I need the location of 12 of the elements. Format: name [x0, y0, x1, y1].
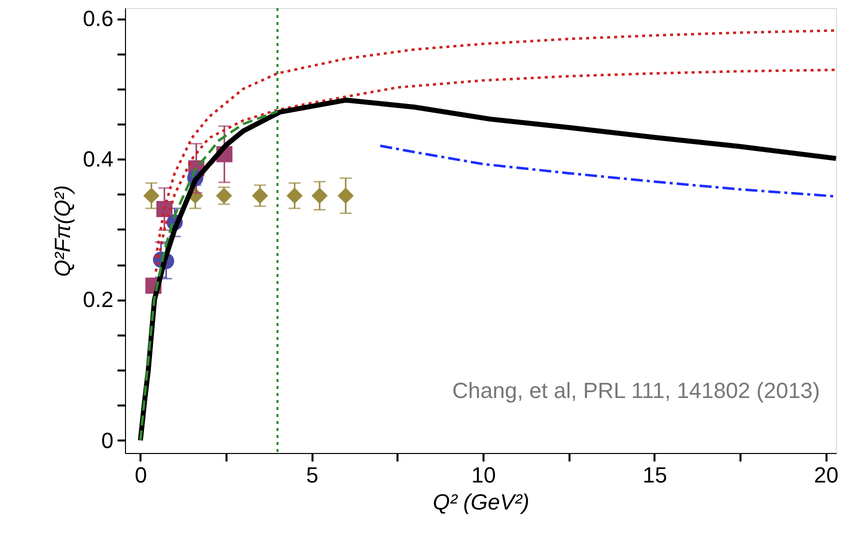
y-tick-label: 0.4: [82, 146, 114, 172]
x-tick-label: 20: [814, 462, 838, 488]
x-tick-label: 0: [134, 462, 148, 488]
y-tick-label: 0.2: [82, 287, 114, 312]
y-tick-label: 0.6: [82, 6, 114, 32]
x-tick-label: 15: [642, 462, 668, 488]
annotation: Chang, et al, PRL 111, 141802 (2013): [452, 378, 820, 403]
y-tick-label: 0: [101, 428, 114, 453]
x-tick-label: 10: [471, 462, 496, 488]
x-tick-label: 5: [306, 462, 318, 488]
y-axis-title: Q²Fπ(Q²): [50, 185, 75, 277]
x-axis-title: Q² (GeV²): [432, 490, 530, 514]
